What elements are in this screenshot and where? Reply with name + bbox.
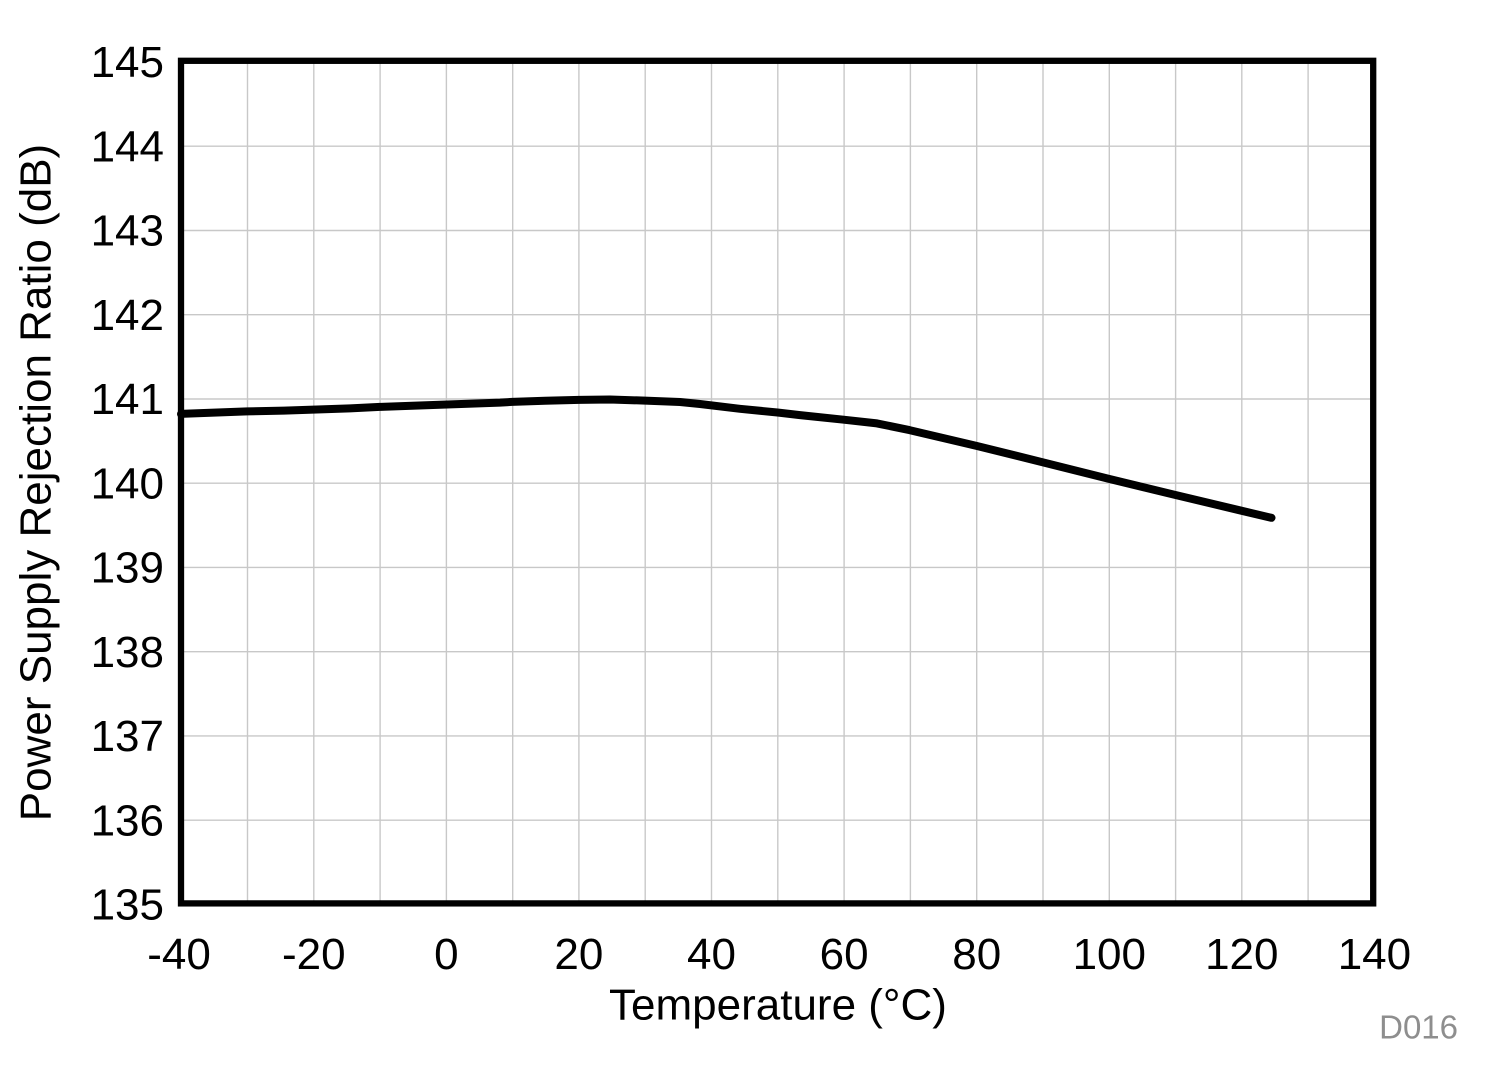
svg-text:D016: D016 [1379,1009,1458,1046]
svg-text:100: 100 [1073,930,1146,979]
svg-text:135: 135 [91,881,164,930]
svg-text:Power Supply Rejection Ratio (: Power Supply Rejection Ratio (dB) [12,144,61,821]
svg-text:137: 137 [91,712,164,761]
svg-text:143: 143 [91,207,164,256]
svg-text:141: 141 [91,375,164,424]
svg-text:40: 40 [687,930,736,979]
svg-text:142: 142 [91,291,164,340]
svg-text:-40: -40 [147,930,211,979]
svg-text:138: 138 [91,628,164,677]
svg-text:60: 60 [820,930,869,979]
svg-text:136: 136 [91,796,164,845]
svg-text:140: 140 [1338,930,1411,979]
svg-text:20: 20 [554,930,603,979]
svg-text:Temperature (°C): Temperature (°C) [609,980,947,1029]
svg-text:80: 80 [952,930,1001,979]
svg-text:0: 0 [434,930,458,979]
svg-text:145: 145 [91,38,164,87]
svg-text:120: 120 [1205,930,1278,979]
svg-text:140: 140 [91,459,164,508]
svg-text:139: 139 [91,544,164,593]
svg-text:-20: -20 [282,930,346,979]
svg-text:144: 144 [91,122,164,171]
